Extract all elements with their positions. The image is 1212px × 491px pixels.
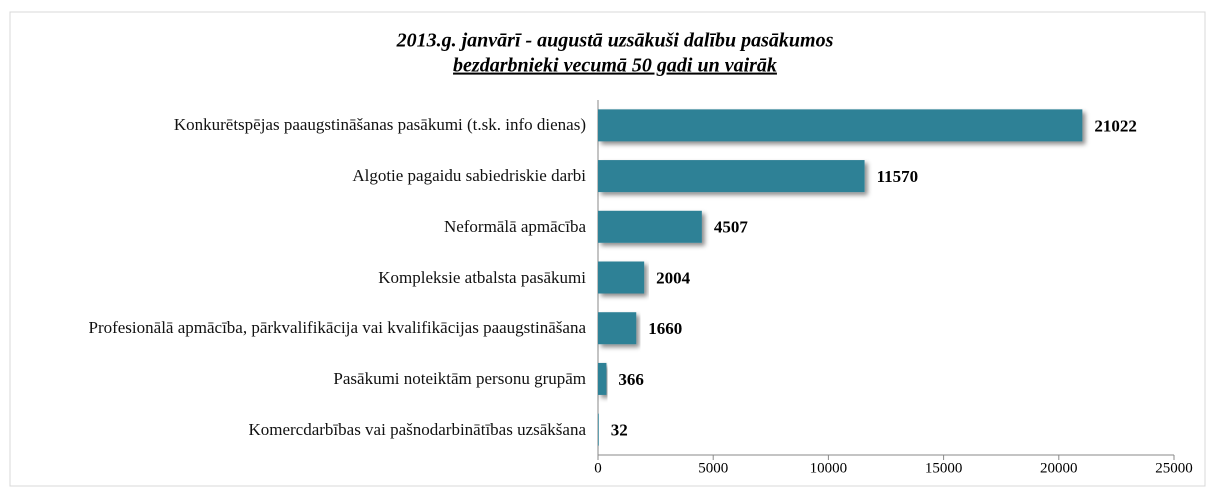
x-tick-label: 25000 xyxy=(1155,460,1193,476)
bar xyxy=(598,109,1083,142)
y-tick-label: Komercdarbības vai pašnodarbinātības uzs… xyxy=(248,419,586,439)
y-tick-label: Neformālā apmācība xyxy=(443,216,586,236)
y-tick-label: Algotie pagaidu sabiedriskie darbi xyxy=(352,166,586,186)
value-label: 1660 xyxy=(648,319,682,338)
y-tick-label: Pasākumi noteiktām personu grupām xyxy=(333,368,586,388)
chart-subtitle: bezdarbnieki vecumā 50 gadi un vairāk xyxy=(453,55,777,77)
value-label: 2004 xyxy=(656,268,691,287)
x-tick-label: 10000 xyxy=(810,460,848,476)
y-tick-label: Profesionālā apmācība, pārkvalifikācija … xyxy=(88,318,586,338)
value-label: 32 xyxy=(611,421,628,440)
y-tick-label: Kompleksie atbalsta pasākumi xyxy=(378,267,586,287)
bar xyxy=(598,413,599,446)
bar xyxy=(598,210,702,243)
frame xyxy=(9,11,1206,487)
chart-title: 2013.g. janvārī - augustā uzsākuši dalīb… xyxy=(396,30,834,52)
y-tick-label: Konkurētspējas paaugstināšanas pasākumi … xyxy=(173,115,586,135)
value-label: 21022 xyxy=(1094,116,1137,135)
value-label: 4507 xyxy=(714,218,749,237)
x-tick-label: 5000 xyxy=(698,460,728,476)
bar xyxy=(598,160,865,193)
value-label: 366 xyxy=(618,370,644,389)
x-tick-label: 20000 xyxy=(1040,460,1078,476)
x-tick-label: 15000 xyxy=(925,460,963,476)
bar xyxy=(598,362,607,395)
bar xyxy=(598,312,637,345)
value-label: 11570 xyxy=(877,167,919,186)
x-tick-label: 0 xyxy=(594,460,602,476)
bar xyxy=(598,261,645,294)
